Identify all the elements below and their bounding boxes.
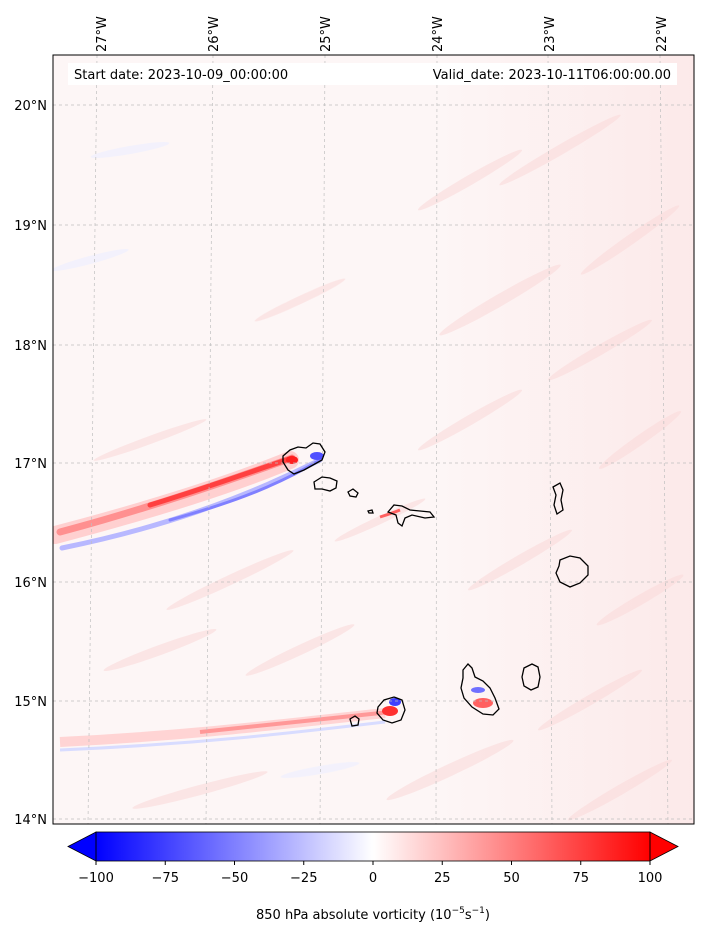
- santiago-dipole-positive: [473, 698, 493, 708]
- santo-antao-dipole-positive: [286, 456, 298, 464]
- island-santa-luzia: [347, 488, 359, 498]
- vorticity-filaments: [93, 114, 684, 821]
- santo-antao-dipole-negative: [310, 452, 324, 460]
- colorbar-tick-label: 75: [572, 871, 589, 886]
- colorbar-tick-label: −25: [290, 871, 317, 886]
- colorbar-ticks: −100 −75 −50 −25 0 25 50 75 100: [78, 861, 662, 886]
- vorticity-field: [53, 55, 694, 824]
- lat-label: 18°N: [14, 339, 47, 354]
- plot-frame: [52, 54, 695, 825]
- lat-label: 17°N: [14, 457, 47, 472]
- colorbar-tick-label: 100: [638, 871, 663, 886]
- longitude-labels: 27°W 26°W 25°W 24°W 23°W 22°W: [95, 16, 670, 52]
- latitude-labels: 20°N 19°N 18°N 17°N 16°N 15°N 14°N: [14, 99, 47, 828]
- colorbar-tick-label: −75: [152, 871, 179, 886]
- colorbar-tick-label: 25: [434, 871, 451, 886]
- lat-label: 19°N: [14, 219, 47, 234]
- island-santo-antao: [282, 442, 326, 475]
- colorbar-tick-label: −100: [78, 871, 114, 886]
- lon-label: 24°W: [431, 16, 446, 52]
- island-santiago: [460, 663, 500, 716]
- fogo-dipole-positive: [382, 706, 398, 716]
- island-sal: [552, 482, 564, 516]
- northern-wake-streak: [53, 451, 323, 551]
- lon-label: 26°W: [207, 16, 222, 52]
- colorbar-tick-label: −50: [221, 871, 248, 886]
- colorbar-tick-label: 50: [503, 871, 520, 886]
- start-date-label: Start date: 2023-10-09_00:00:00: [74, 68, 288, 83]
- lat-label: 20°N: [14, 99, 47, 114]
- header-box: [68, 63, 677, 85]
- colorbar-min-extend: [67, 831, 97, 862]
- lon-label: 27°W: [95, 16, 110, 52]
- negative-vorticity-patches: [53, 142, 360, 778]
- colorbar-label: 850 hPa absolute vorticity (10−5s−1): [256, 906, 490, 923]
- fogo-dipole-negative: [389, 698, 401, 706]
- island-sao-vicente: [313, 476, 338, 492]
- colorbar-tick-label: 0: [369, 871, 377, 886]
- colorbar: −100 −75 −50 −25 0 25 50 75 100 850 hPa absolute…: [67, 831, 679, 923]
- lat-label: 15°N: [14, 695, 47, 710]
- valid-date-label: Valid_date: 2023-10-11T06:00:00.00: [433, 68, 671, 83]
- colorbar-gradient: [96, 832, 650, 861]
- island-fogo: [376, 696, 406, 724]
- island-brava: [349, 715, 360, 727]
- lon-label: 25°W: [319, 16, 334, 52]
- island-maio: [521, 663, 541, 691]
- lat-label: 14°N: [14, 813, 47, 828]
- colorbar-max-extend: [649, 831, 679, 862]
- island-sao-nicolau: [386, 504, 436, 528]
- lat-label: 16°N: [14, 576, 47, 591]
- graticule: [53, 55, 694, 824]
- lon-label: 23°W: [543, 16, 558, 52]
- island-ilheu: [367, 509, 374, 514]
- santiago-dipole-negative: [471, 687, 485, 693]
- coastlines: [282, 442, 589, 727]
- island-boa-vista: [555, 555, 589, 588]
- lon-label: 22°W: [655, 16, 670, 52]
